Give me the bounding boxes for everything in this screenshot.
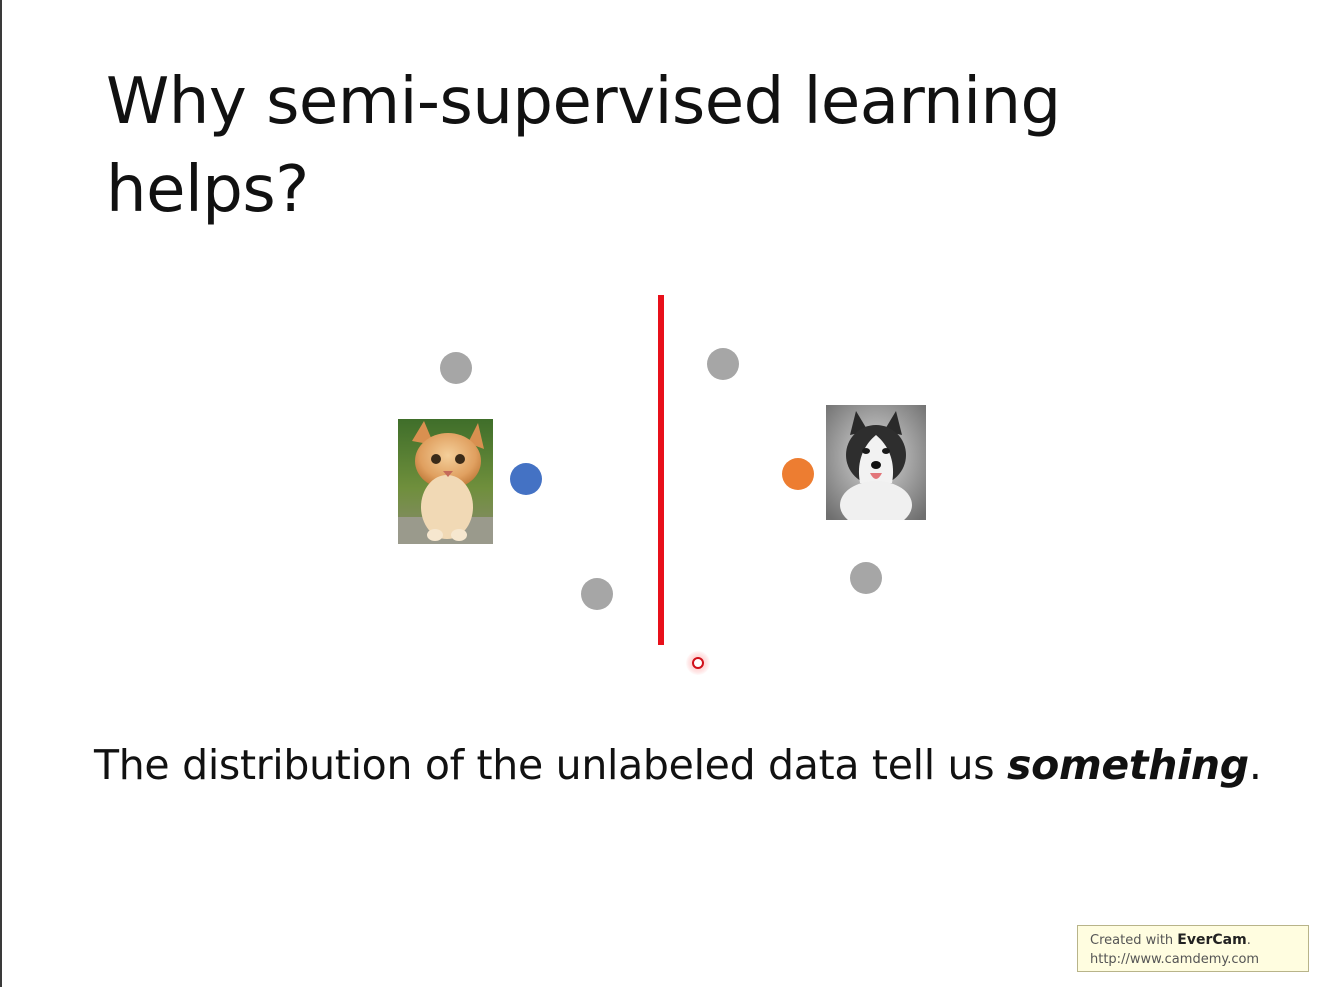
watermark-brand: EverCam [1177,932,1247,948]
decision-boundary-line [658,295,664,645]
unlabeled-point [440,352,472,384]
watermark-suffix: . [1246,933,1251,948]
husky-photo [826,405,926,520]
caption-period: . [1248,741,1262,789]
watermark-line-1: Created with EverCam. [1090,931,1308,950]
unlabeled-point [707,348,739,380]
evercam-watermark: Created with EverCam. http://www.camdemy… [1077,925,1309,972]
slide-title: Why semi-supervised learning helps? [106,65,1061,227]
labeled-dog-point [782,458,814,490]
kitten-photo [398,419,493,544]
labeled-cat-point [510,463,542,495]
unlabeled-point [850,562,882,594]
watermark-url: http://www.camdemy.com [1090,952,1260,967]
laser-pointer-ring [692,657,704,669]
caption-emphasis: something [1007,741,1249,789]
laser-pointer-icon [686,651,710,675]
unlabeled-point [581,578,613,610]
caption-text: The distribution of the unlabeled data t… [94,741,1008,789]
slide-caption: The distribution of the unlabeled data t… [94,735,1294,795]
watermark-prefix: Created with [1090,933,1178,948]
